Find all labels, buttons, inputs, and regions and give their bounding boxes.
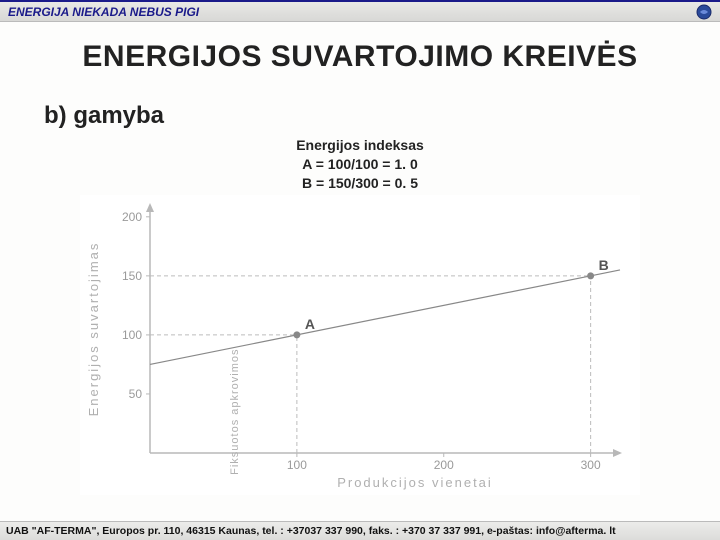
header-tagline: ENERGIJA NIEKADA NEBUS PIGI (8, 5, 199, 19)
svg-text:100: 100 (122, 328, 142, 342)
index-line1: Energijos indeksas (0, 136, 720, 155)
svg-text:50: 50 (129, 387, 143, 401)
energy-index-info: Energijos indeksas A = 100/100 = 1. 0 B … (0, 136, 720, 193)
energy-chart: 50 100 150 200 100 200 300 A B Energijos suvartoj… (80, 195, 640, 495)
svg-text:100: 100 (287, 458, 307, 472)
svg-text:B: B (599, 257, 609, 273)
svg-text:300: 300 (581, 458, 601, 472)
section-subtitle: b) gamyba (44, 102, 720, 130)
page-title: ENERGIJOS SUVARTOJIMO KREIVĖS (0, 40, 720, 74)
index-line2: A = 100/100 = 1. 0 (0, 155, 720, 174)
index-line3: B = 150/300 = 0. 5 (0, 174, 720, 193)
company-logo-icon (696, 4, 712, 20)
header-bar: ENERGIJA NIEKADA NEBUS PIGI (0, 0, 720, 22)
svg-text:A: A (305, 316, 315, 332)
chart-svg: 50 100 150 200 100 200 300 A B Energijos suvartoj… (80, 195, 640, 495)
svg-text:Produkcijos vienetai: Produkcijos vienetai (337, 475, 493, 490)
svg-text:Fiksuotos apkrovimos: Fiksuotos apkrovimos (229, 348, 241, 474)
svg-text:200: 200 (434, 458, 454, 472)
svg-text:150: 150 (122, 269, 142, 283)
svg-text:Energijos suvartojimas: Energijos suvartojimas (86, 241, 101, 416)
footer-contact: UAB "AF-TERMA", Europos pr. 110, 46315 K… (0, 521, 720, 540)
svg-text:200: 200 (122, 209, 142, 223)
